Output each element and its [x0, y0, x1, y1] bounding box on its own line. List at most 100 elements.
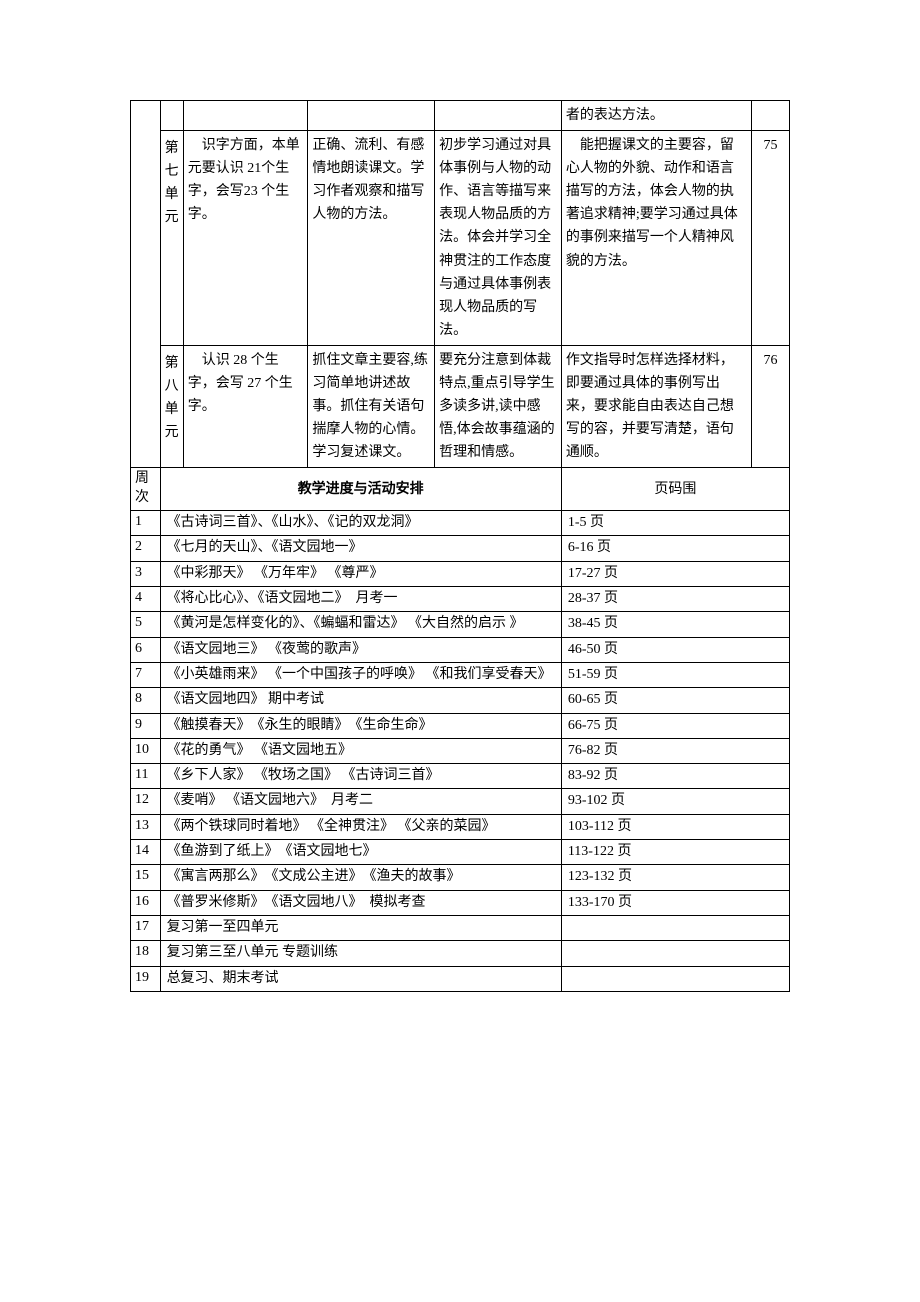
schedule-content: 《乡下人家》 《牧场之国》 《古诗词三首》 [160, 764, 561, 789]
schedule-row: 7《小英雄雨来》 《一个中国孩子的呼唤》 《和我们享受春天》51-59 页 [131, 662, 790, 687]
unit-methods-2: 要充分注意到体裁特点,重点引导学生多读多讲,读中感悟,体会故事蕴涵的哲理和情感。 [435, 345, 562, 467]
schedule-week: 3 [131, 561, 161, 586]
schedule-week: 12 [131, 789, 161, 814]
unit-page-1: 75 [751, 131, 789, 346]
schedule-week: 18 [131, 941, 161, 966]
schedule-content: 《将心比心》、《语文园地二》 月考一 [160, 587, 561, 612]
schedule-row: 11《乡下人家》 《牧场之国》 《古诗词三首》83-92 页 [131, 764, 790, 789]
unit-label-1: 第七单元 [160, 131, 183, 346]
unit-vocab-2: 认识 28 个生字，会写 27 个生字。 [183, 345, 308, 467]
schedule-page: 1-5 页 [561, 511, 789, 536]
schedule-row: 16《普罗米修斯》 《语文园地八》 模拟考查133-170 页 [131, 890, 790, 915]
schedule-header-page: 页码围 [561, 468, 789, 511]
schedule-row: 2《七月的天山》、《语文园地一》6-16 页 [131, 536, 790, 561]
schedule-row: 19总复习、期末考试 [131, 966, 790, 991]
schedule-content: 《触摸春天》 《永生的眼睛》 《生命生命》 [160, 713, 561, 738]
schedule-page: 113-122 页 [561, 840, 789, 865]
unit-focus-0: 者的表达方法。 [561, 101, 751, 131]
schedule-row: 14《鱼游到了纸上》 《语文园地七》113-122 页 [131, 840, 790, 865]
schedule-content: 《小英雄雨来》 《一个中国孩子的呼唤》 《和我们享受春天》 [160, 662, 561, 687]
schedule-week: 15 [131, 865, 161, 890]
schedule-page [561, 966, 789, 991]
schedule-content: 《古诗词三首》、《山水》、《记的双龙洞》 [160, 511, 561, 536]
schedule-page: 133-170 页 [561, 890, 789, 915]
schedule-row: 4《将心比心》、《语文园地二》 月考一28-37 页 [131, 587, 790, 612]
schedule-page: 46-50 页 [561, 637, 789, 662]
schedule-week: 8 [131, 688, 161, 713]
schedule-row: 6《语文园地三》 《夜莺的歌声》46-50 页 [131, 637, 790, 662]
schedule-row: 12《麦哨》 《语文园地六》 月考二93-102 页 [131, 789, 790, 814]
schedule-page [561, 941, 789, 966]
schedule-header-content: 教学进度与活动安排 [160, 468, 561, 511]
schedule-week: 4 [131, 587, 161, 612]
schedule-content: 《寓言两那么》 《文成公主进》 《渔夫的故事》 [160, 865, 561, 890]
schedule-page: 93-102 页 [561, 789, 789, 814]
schedule-page: 60-65 页 [561, 688, 789, 713]
schedule-content: 复习第三至八单元 专题训练 [160, 941, 561, 966]
schedule-row: 15《寓言两那么》 《文成公主进》 《渔夫的故事》123-132 页 [131, 865, 790, 890]
unit-page-0 [751, 101, 789, 131]
schedule-week: 11 [131, 764, 161, 789]
schedule-content: 总复习、期末考试 [160, 966, 561, 991]
schedule-week: 16 [131, 890, 161, 915]
unit-focus-1: 能把握课文的主要容，留心人物的外貌、动作和语言描写的方法，体会人物的执著追求精神… [561, 131, 751, 346]
schedule-page: 83-92 页 [561, 764, 789, 789]
unit-methods-0 [435, 101, 562, 131]
unit-row: 第八单元 认识 28 个生字，会写 27 个生字。 抓住文章主要容,练习简单地讲… [131, 345, 790, 467]
unit-row: 者的表达方法。 [131, 101, 790, 131]
schedule-page: 103-112 页 [561, 814, 789, 839]
schedule-content: 《语文园地四》 期中考试 [160, 688, 561, 713]
schedule-content: 《中彩那天》 《万年牢》 《尊严》 [160, 561, 561, 586]
schedule-row: 5《黄河是怎样变化的》、《蝙蝠和雷达》 《大自然的启示 》38-45 页 [131, 612, 790, 637]
schedule-week: 10 [131, 738, 161, 763]
schedule-week: 14 [131, 840, 161, 865]
schedule-page: 38-45 页 [561, 612, 789, 637]
schedule-content: 《语文园地三》 《夜莺的歌声》 [160, 637, 561, 662]
schedule-row: 13《两个铁球同时着地》 《全神贯注》 《父亲的菜园》103-112 页 [131, 814, 790, 839]
unit-label-2: 第八单元 [160, 345, 183, 467]
schedule-row: 10《花的勇气》 《语文园地五》76-82 页 [131, 738, 790, 763]
schedule-content: 《两个铁球同时着地》 《全神贯注》 《父亲的菜园》 [160, 814, 561, 839]
unit-table: 者的表达方法。 第七单元 识字方面，本单元要认识 21个生字，会写23 个生字。… [130, 100, 790, 992]
schedule-row: 1《古诗词三首》、《山水》、《记的双龙洞》1-5 页 [131, 511, 790, 536]
schedule-row: 8《语文园地四》 期中考试60-65 页 [131, 688, 790, 713]
schedule-week: 1 [131, 511, 161, 536]
schedule-week: 2 [131, 536, 161, 561]
schedule-week: 19 [131, 966, 161, 991]
schedule-week: 7 [131, 662, 161, 687]
unit-row: 第七单元 识字方面，本单元要认识 21个生字，会写23 个生字。 正确、流利、有… [131, 131, 790, 346]
schedule-page: 76-82 页 [561, 738, 789, 763]
unit-skills-1: 正确、流利、有感情地朗读课文。学习作者观察和描写人物的方法。 [308, 131, 435, 346]
schedule-content: 复习第一至四单元 [160, 915, 561, 940]
schedule-page: 17-27 页 [561, 561, 789, 586]
schedule-week: 5 [131, 612, 161, 637]
schedule-page: 28-37 页 [561, 587, 789, 612]
schedule-row: 3《中彩那天》 《万年牢》 《尊严》17-27 页 [131, 561, 790, 586]
schedule-page: 66-75 页 [561, 713, 789, 738]
unit-skills-2: 抓住文章主要容,练习简单地讲述故事。抓住有关语句揣摩人物的心情。 学习复述课文。 [308, 345, 435, 467]
unit-skills-0 [308, 101, 435, 131]
schedule-header-week: 周次 [131, 468, 161, 511]
schedule-content: 《花的勇气》 《语文园地五》 [160, 738, 561, 763]
schedule-row: 17复习第一至四单元 [131, 915, 790, 940]
schedule-page [561, 915, 789, 940]
unit-focus-2: 作文指导时怎样选择材料，即要通过具体的事例写出来，要求能自由表达自己想写的容，并… [561, 345, 751, 467]
blank-left [131, 101, 161, 468]
schedule-content: 《黄河是怎样变化的》、《蝙蝠和雷达》 《大自然的启示 》 [160, 612, 561, 637]
unit-methods-1: 初步学习通过对具体事例与人物的动作、语言等描写来表现人物品质的方法。体会并学习全… [435, 131, 562, 346]
schedule-content: 《普罗米修斯》 《语文园地八》 模拟考查 [160, 890, 561, 915]
schedule-week: 6 [131, 637, 161, 662]
schedule-content: 《七月的天山》、《语文园地一》 [160, 536, 561, 561]
unit-label-0 [160, 101, 183, 131]
unit-page-2: 76 [751, 345, 789, 467]
schedule-header-row: 周次 教学进度与活动安排 页码围 [131, 468, 790, 511]
schedule-page: 123-132 页 [561, 865, 789, 890]
schedule-row: 18复习第三至八单元 专题训练 [131, 941, 790, 966]
schedule-week: 13 [131, 814, 161, 839]
schedule-content: 《鱼游到了纸上》 《语文园地七》 [160, 840, 561, 865]
schedule-row: 9《触摸春天》 《永生的眼睛》 《生命生命》66-75 页 [131, 713, 790, 738]
schedule-page: 51-59 页 [561, 662, 789, 687]
schedule-week: 17 [131, 915, 161, 940]
unit-vocab-0 [183, 101, 308, 131]
schedule-page: 6-16 页 [561, 536, 789, 561]
